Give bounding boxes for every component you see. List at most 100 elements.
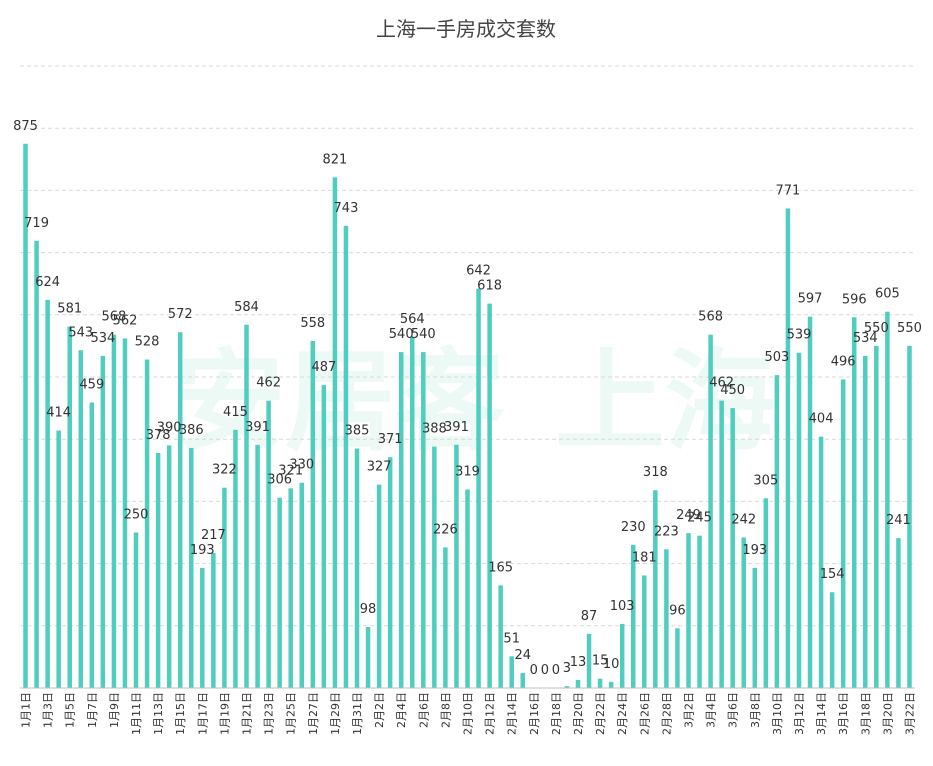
tick-label: 1月29日: [329, 692, 342, 735]
bar: [177, 332, 183, 688]
bar: [343, 225, 349, 688]
data-label: 581: [57, 302, 82, 317]
data-label: 539: [787, 328, 812, 343]
data-label: 771: [776, 183, 801, 198]
data-label: 378: [146, 428, 171, 443]
data-label: 618: [477, 279, 502, 294]
data-label: 386: [179, 423, 204, 438]
bar: [100, 355, 106, 688]
value-labels: 8757196244145815434595345685622505283783…: [13, 119, 922, 678]
bar: [23, 143, 28, 688]
bar: [67, 326, 72, 688]
data-label: 540: [389, 327, 414, 342]
tick-label: 1月25日: [285, 692, 298, 735]
tick-label: 1月5日: [64, 692, 77, 728]
tick-label: 2月14日: [506, 692, 519, 735]
data-label: 241: [886, 513, 911, 528]
data-label: 562: [113, 313, 138, 328]
tick-label: 3月22日: [903, 692, 916, 735]
bar: [664, 549, 669, 688]
data-label: 459: [79, 378, 104, 393]
bar: [907, 345, 912, 688]
data-label: 391: [444, 420, 469, 435]
tick-label: 1月19日: [218, 692, 231, 735]
bar: [653, 490, 658, 688]
bar: [122, 338, 128, 688]
bar: [465, 489, 470, 688]
data-label: 404: [809, 412, 834, 427]
bar: [432, 446, 437, 688]
bar: [222, 487, 227, 688]
data-label: 371: [378, 432, 403, 447]
bar: [752, 567, 758, 688]
bar: [365, 627, 371, 688]
data-label: 550: [864, 321, 889, 336]
bar: [211, 553, 216, 688]
data-label: 388: [422, 422, 447, 437]
bar: [686, 533, 691, 688]
data-label: 250: [124, 508, 149, 523]
data-label: 306: [267, 473, 292, 488]
tick-label: 2月10日: [462, 692, 475, 735]
bar: [454, 444, 459, 688]
data-label: 597: [798, 292, 823, 307]
data-label: 719: [24, 216, 49, 231]
bar: [45, 299, 50, 688]
tick-label: 3月8日: [749, 692, 762, 728]
data-label: 534: [90, 331, 115, 346]
tick-label: 2月20日: [572, 692, 585, 735]
watermark: 安居客 上海: [175, 338, 775, 466]
watermark-right: 上海: [555, 338, 775, 466]
data-label: 327: [367, 460, 392, 475]
tick-label: 1月11日: [130, 692, 143, 735]
bars: [23, 143, 912, 689]
bar: [575, 679, 581, 688]
bar: [189, 447, 194, 688]
bar: [840, 379, 846, 688]
data-label: 154: [820, 567, 845, 582]
bar: [255, 444, 260, 688]
data-label: 528: [135, 335, 160, 350]
bar: [619, 623, 625, 688]
data-label: 390: [157, 420, 182, 435]
bar: [111, 334, 117, 688]
data-label: 385: [345, 424, 370, 439]
x-tick-labels: 1月1日 1月3日 1月5日 1月7日 1月9日 1月11日 1月13日 1月15日 1月17日…: [20, 692, 917, 735]
tick-label: 1月1日: [20, 692, 33, 728]
data-label: 242: [731, 512, 756, 527]
tick-label: 1月21日: [241, 692, 254, 735]
bar: [354, 448, 360, 688]
tick-label: 3月12日: [793, 692, 806, 735]
bar: [166, 445, 172, 688]
tick-label: 2月2日: [373, 692, 386, 728]
bar: [376, 484, 382, 688]
data-label: 245: [687, 511, 712, 526]
bar: [321, 385, 327, 688]
data-label: 10: [603, 657, 620, 672]
data-label: 391: [245, 420, 270, 435]
bar: [885, 311, 890, 688]
bar: [697, 535, 702, 688]
tick-label: 1月27日: [307, 692, 320, 735]
tick-label: 1月3日: [42, 692, 55, 728]
data-label: 305: [753, 473, 778, 488]
bar: [874, 345, 879, 688]
watermark-left: 安居客: [175, 338, 505, 466]
data-label: 322: [212, 463, 237, 478]
bar: [277, 497, 282, 688]
bar: [310, 340, 316, 688]
data-label: 596: [842, 292, 867, 307]
data-label: 558: [300, 316, 325, 331]
data-label: 51: [503, 631, 520, 646]
bar: [233, 429, 238, 688]
bar: [586, 633, 592, 688]
data-label: 15: [592, 654, 609, 669]
tick-label: 2月8日: [439, 692, 452, 728]
bar: [818, 436, 824, 688]
data-label: 624: [35, 275, 60, 290]
data-label: 605: [875, 287, 900, 302]
data-label: 193: [742, 543, 767, 558]
data-label: 821: [322, 152, 347, 167]
tick-label: 1月13日: [152, 692, 165, 735]
tick-label: 3月10日: [771, 692, 784, 735]
